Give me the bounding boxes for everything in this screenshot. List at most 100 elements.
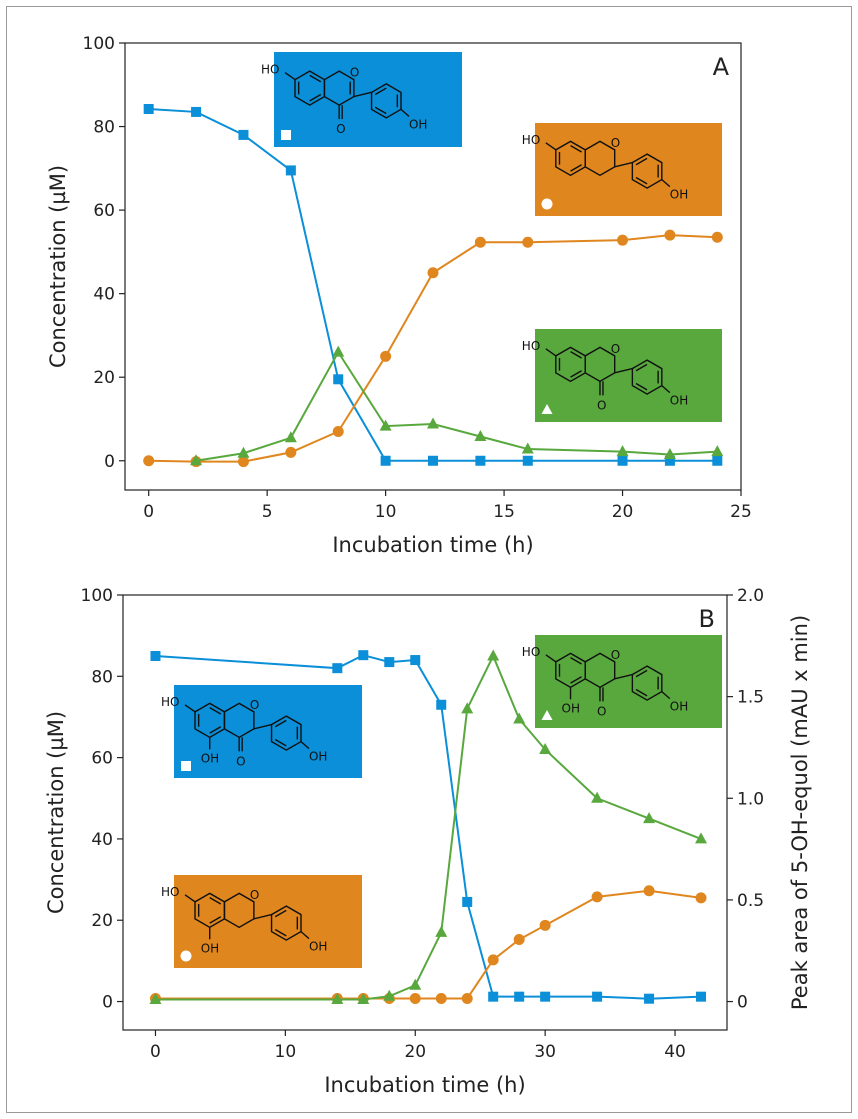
- panel-b-structure-blue-ring-o: O: [250, 698, 259, 712]
- panel-a-data-point-blue: [664, 455, 675, 466]
- panel-b-data-point-green: [331, 993, 344, 1005]
- panel-b-structure-orange-oh-bond: [300, 931, 310, 940]
- panel-b-structure-green-box: [535, 635, 722, 728]
- panel-a-data-point-blue: [143, 104, 154, 115]
- panel-a-x-tick-label: 5: [262, 502, 273, 522]
- panel-b-data-point-orange: [513, 934, 525, 946]
- panel-a-structure-green-oh-bond: [661, 385, 671, 394]
- panel-a-series-blue: [143, 104, 723, 466]
- panel-a-structure-orange-ring-c: [584, 140, 616, 177]
- panel-b-data-point-blue: [488, 991, 499, 1002]
- panel-a-structure-green-double-bond: [635, 363, 648, 372]
- panel-b-data-point-green: [409, 978, 422, 990]
- panel-b-data-point-green: [357, 993, 370, 1005]
- panel-b-structure-blue-double-bond: [274, 738, 287, 747]
- panel-a-data-point-orange: [380, 350, 392, 362]
- panel-a-data-point-orange: [285, 446, 297, 458]
- panel-b-structure-blue-link-bond: [253, 723, 272, 730]
- panel-b-structure-blue-box: [174, 685, 362, 778]
- panel-a-data-point-blue: [428, 455, 438, 466]
- panel-b-y2-tick-label: 2.0: [737, 586, 764, 606]
- panel-a-data-point-green: [190, 454, 203, 466]
- panel-b-chart: 0 10 20 30 40 0 20 40 60 80 100 0 0.5 1.0 1.5 2.0 Peak a…: [44, 586, 812, 1097]
- panel-a-structure-orange-ho: HO: [522, 133, 540, 147]
- panel-b-structure-green-oh-bond: [661, 691, 671, 700]
- panel-b-structure-blue: O O HO OH OH: [161, 685, 362, 778]
- panel-b-structure-orange-link-bond: [253, 913, 272, 920]
- panel-a-structure-green-marker-glyph: [541, 404, 553, 414]
- panel-b-structure-orange-ring-c: [223, 892, 255, 929]
- panel-a-y-tick-label: 60: [93, 201, 115, 221]
- panel-a-data-point-green: [711, 445, 724, 457]
- panel-b-y-tick-label: 40: [91, 830, 113, 850]
- panel-a-data-point-green: [521, 442, 534, 454]
- panel-a-structure-blue: O O HO OH: [261, 52, 462, 147]
- panel-a-y-tick-label: 0: [104, 452, 115, 472]
- panel-b-x-tick-label: 30: [534, 1042, 556, 1062]
- panel-b-y2-tick-label: 1.5: [737, 688, 764, 708]
- panel-a-structure-blue-keto-o: O: [336, 122, 345, 136]
- panel-b-data-point-green: [149, 993, 162, 1005]
- panel-a-structure-blue-ho: HO: [261, 63, 279, 77]
- panel-a-series-orange: [143, 229, 723, 468]
- panel-a-structure-green-double-bond: [635, 382, 648, 391]
- panel-a-structure-orange-double-bond: [635, 176, 648, 185]
- panel-b-data-point-green: [695, 832, 708, 844]
- panel-b-structure-orange-ho-bond: [184, 894, 196, 903]
- panel-a-structure-orange-oh: OH: [670, 188, 688, 202]
- panel-a-y-tick-label: 80: [93, 118, 115, 138]
- panel-b-x-tick-label: 10: [275, 1042, 297, 1062]
- panel-a-data-point-blue: [333, 374, 344, 385]
- panel-a-data-point-blue: [285, 165, 296, 176]
- panel-a-structure-blue-double-bond: [309, 74, 322, 83]
- panel-a-structure-orange: O HO OH: [522, 123, 722, 216]
- panel-b-data-point-blue: [436, 699, 447, 710]
- panel-a-x-tick-label: 0: [143, 502, 154, 522]
- panel-b-data-point-green: [591, 791, 604, 803]
- panel-b-x-axis-label: Incubation time (h): [324, 1073, 525, 1097]
- panel-a-data-point-green: [332, 345, 345, 357]
- panel-b-structure-green-double-bond: [635, 688, 648, 697]
- panel-b-structure-orange-5oh: OH: [201, 941, 219, 955]
- panel-a-structure-green-double-bond: [570, 350, 582, 359]
- panel-b-y-tick-label: 100: [81, 586, 113, 606]
- panel-a-structure-orange-ring-o: O: [611, 136, 620, 150]
- panel-b-x-tick-label: 40: [664, 1042, 686, 1062]
- panel-b-y-tick-label: 60: [91, 749, 113, 769]
- panel-b-structure-orange-oh: OH: [309, 940, 327, 954]
- panel-b-y-tick-label: 0: [102, 993, 113, 1013]
- panel-b-data-point-blue: [696, 991, 707, 1002]
- panel-a-panel-label: A: [713, 53, 730, 81]
- panel-b-data-point-green: [643, 812, 656, 824]
- panel-b-structure-blue-marker-glyph: [181, 761, 191, 771]
- panel-b-data-point-blue: [462, 896, 473, 907]
- panel-b-y2-tick-label: 1.0: [737, 789, 764, 809]
- panel-b-structure-green-double-bond: [570, 656, 582, 665]
- panel-a-structure-blue-marker-glyph: [281, 130, 291, 140]
- panel-b-structure-green-double-bond: [635, 669, 648, 678]
- panel-a-structure-orange-double-bond: [570, 144, 582, 153]
- panel-b-structure-green-oh: OH: [670, 700, 688, 714]
- panel-a-data-point-green: [616, 445, 629, 457]
- panel-a-data-point-green: [474, 430, 487, 442]
- panel-b-data-point-orange: [409, 992, 421, 1004]
- panel-b-data-point-green: [383, 989, 396, 1001]
- panel-a-data-point-orange: [474, 236, 486, 248]
- panel-a-x-axis-label: Incubation time (h): [332, 533, 533, 557]
- panel-a-structure-blue-double-bond: [309, 93, 322, 102]
- panel-a-structure-blue-box: [274, 52, 462, 147]
- panel-a-data-point-green: [379, 419, 392, 431]
- panel-a-x-tick-label: 25: [730, 502, 752, 522]
- panel-b-structure-blue-ho: HO: [161, 695, 179, 709]
- panel-a-y-tick-label: 100: [83, 34, 115, 54]
- panel-b-data-point-blue: [150, 650, 161, 661]
- panel-a-data-point-orange: [664, 229, 676, 241]
- panel-b-structure-orange-marker-glyph: [180, 950, 192, 962]
- panel-b-structure-green-marker-glyph: [541, 710, 553, 720]
- panel-b-data-point-blue: [540, 991, 551, 1002]
- panel-a-structure-green-box: [535, 329, 722, 422]
- panel-a-data-point-orange: [143, 455, 155, 467]
- panel-a-data-point-orange: [522, 236, 534, 248]
- panel-b-series-blue: [150, 650, 707, 1004]
